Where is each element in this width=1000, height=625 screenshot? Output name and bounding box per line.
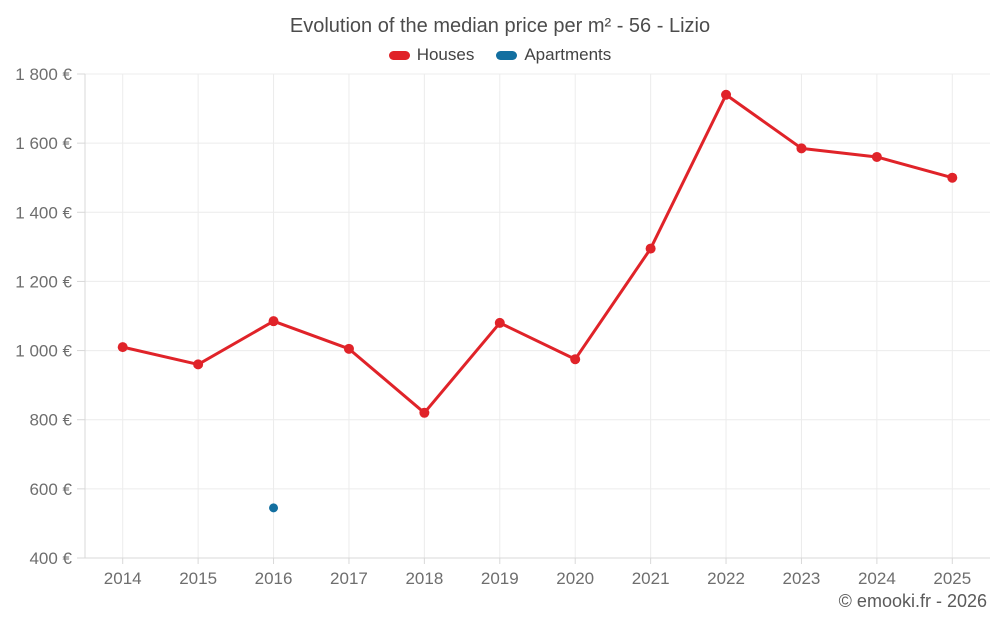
apartments-point-2016[interactable] [269, 503, 279, 513]
y-tick-label: 1 200 € [15, 272, 72, 291]
y-tick-label: 600 € [29, 480, 72, 499]
copyright-credit: © emooki.fr - 2026 [838, 591, 987, 611]
houses-point-2023[interactable] [796, 143, 807, 154]
legend-item-houses[interactable]: Houses [388, 45, 475, 65]
x-tick-label: 2024 [858, 569, 896, 588]
houses-legend-swatch-icon [388, 50, 410, 60]
x-tick-label: 2016 [255, 569, 293, 588]
houses-legend-label: Houses [416, 45, 475, 64]
houses-point-2015[interactable] [193, 359, 204, 370]
x-tick-label: 2022 [707, 569, 745, 588]
houses-line [121, 93, 954, 415]
apartments-legend-swatch-icon [496, 50, 518, 60]
houses-point-2017[interactable] [343, 343, 354, 354]
houses-point-2014[interactable] [117, 342, 128, 353]
legend: Houses Apartments [0, 45, 1000, 65]
x-tick-label: 2020 [556, 569, 594, 588]
houses-point-2018[interactable] [419, 407, 430, 418]
legend-item-apartments[interactable]: Apartments [496, 45, 611, 65]
apartments-legend-label: Apartments [524, 45, 612, 64]
houses-point-2020[interactable] [570, 354, 581, 365]
x-tick-label: 2017 [330, 569, 368, 588]
x-tick-label: 2019 [481, 569, 519, 588]
houses-point-2025[interactable] [947, 172, 958, 183]
y-tick-label: 1 600 € [15, 134, 72, 153]
houses-point-2022[interactable] [721, 89, 732, 100]
y-tick-label: 1 400 € [15, 203, 72, 222]
houses-point-2024[interactable] [871, 151, 882, 162]
houses-point-2016[interactable] [268, 316, 279, 327]
x-tick-label: 2015 [179, 569, 217, 588]
x-tick-label: 2014 [104, 569, 142, 588]
y-tick-label: 400 € [29, 549, 72, 568]
y-tick-label: 1 000 € [15, 342, 72, 361]
x-tick-label: 2023 [783, 569, 821, 588]
chart-title: Evolution of the median price per m² - 5… [289, 15, 711, 37]
houses-point-2019[interactable] [494, 317, 505, 328]
y-tick-label: 800 € [29, 411, 72, 430]
x-tick-label: 2018 [405, 569, 443, 588]
x-tick-label: 2021 [632, 569, 670, 588]
houses-point-2021[interactable] [645, 243, 656, 254]
x-tick-label: 2025 [933, 569, 971, 588]
y-tick-label: 1 800 € [15, 65, 72, 84]
